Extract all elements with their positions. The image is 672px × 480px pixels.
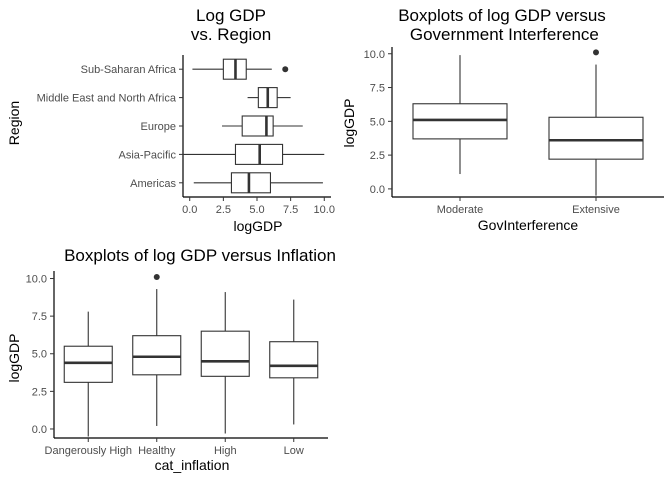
box-healthy [132, 335, 182, 376]
panel-region-title-line1: Log GDP [196, 6, 266, 25]
panel-inflation-y-axis-title: logGDP [6, 333, 22, 382]
x-tick-label: Low [284, 445, 304, 457]
x-tick-label: 0.0 [182, 204, 197, 216]
y-tick-label: Europe [141, 121, 176, 133]
box-extensive [548, 116, 644, 160]
x-tick-label: Healthy [138, 445, 176, 457]
panel-region-y-axis-title: Region [6, 101, 22, 145]
box-americas [230, 172, 272, 194]
panel-inflation-x-axis-title: cat_inflation [155, 457, 230, 473]
x-tick-label: 10.0 [314, 204, 335, 216]
panel-region: Log GDP vs. Region logGDP Region 0.0 2.5 5… [6, 6, 335, 234]
y-tick-label: 10.0 [364, 49, 385, 61]
outlier-point [282, 66, 289, 73]
panel-gov-title-line1: Boxplots of log GDP versus [398, 6, 606, 25]
x-tick-label: 5.0 [249, 204, 264, 216]
y-tick-label: 0.0 [32, 424, 47, 436]
box-dangerously-high [63, 345, 113, 383]
x-tick-label: Extensive [572, 204, 620, 216]
y-tick-label: 7.5 [32, 311, 47, 323]
y-tick-label: Asia-Pacific [119, 149, 177, 161]
y-tick-label: 10.0 [26, 274, 47, 286]
outlier-point [153, 274, 160, 281]
x-tick-label: 7.5 [283, 204, 298, 216]
panel-region-title-line2: vs. Region [191, 25, 271, 44]
box-low [269, 341, 319, 379]
outlier-point [593, 49, 599, 56]
panel-gov-x-axis-title: GovInterference [478, 217, 579, 233]
y-tick-label: 5.0 [370, 116, 385, 128]
y-tick-label: Americas [130, 178, 176, 190]
y-tick-label: 7.5 [370, 83, 385, 95]
y-tick-label: 5.0 [32, 349, 47, 361]
x-tick-label: Dangerously High [45, 445, 132, 457]
panel-inflation-title: Boxplots of log GDP versus Inflation [64, 246, 336, 265]
box-europe [241, 115, 274, 137]
x-tick-label: High [214, 445, 237, 457]
y-tick-label: Sub-Saharan Africa [81, 64, 177, 76]
panel-inflation: Boxplots of log GDP versus Inflation cat… [6, 246, 336, 473]
panel-region-x-axis-title: logGDP [233, 218, 282, 234]
y-tick-label: 2.5 [32, 386, 47, 398]
panel-gov-title-line2: Government Interference [405, 25, 599, 44]
x-tick-label: 2.5 [216, 204, 231, 216]
y-tick-label: Middle East and North Africa [37, 93, 177, 105]
box-high [200, 330, 250, 377]
panel-gov-interference: Boxplots of log GDP versus Government In… [341, 6, 664, 233]
y-tick-label: 2.5 [370, 150, 385, 162]
panel-gov-y-axis-title: logGDP [341, 98, 357, 147]
x-tick-label: Moderate [437, 204, 483, 216]
box-moderate [412, 103, 508, 140]
y-tick-label: 0.0 [370, 184, 385, 196]
